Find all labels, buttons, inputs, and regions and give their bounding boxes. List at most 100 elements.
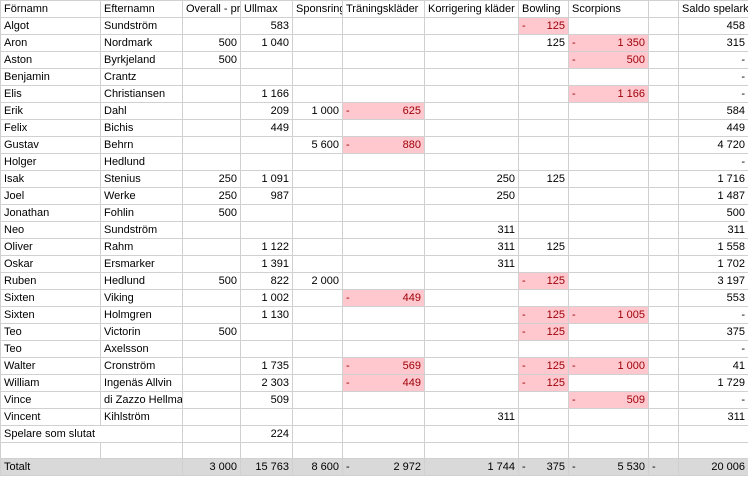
cell-korr: 250 (424, 170, 519, 188)
cell-bowling (518, 136, 569, 154)
table-row[interactable]: Algot Sundström 583 - 125 458 (0, 17, 748, 35)
cell-blank (648, 136, 679, 154)
cell-bowling: 125 (518, 34, 569, 52)
cell-value: 5 530 (617, 461, 645, 473)
cell-fornamn: Elis (0, 85, 101, 103)
table-row[interactable]: Felix Bichis 449 449 (0, 119, 748, 137)
cell-value: 125 (546, 309, 565, 321)
cell-ullmax: 822 (240, 272, 293, 290)
cell-blank (648, 34, 679, 52)
table-row[interactable]: Joel Werke 250 987 250 1 487 (0, 187, 748, 205)
column-header-ullmax[interactable]: Ullmax (240, 0, 293, 18)
table-row[interactable]: Jonathan Fohlin 500 500 (0, 204, 748, 222)
cell-korr (424, 306, 519, 324)
table-row[interactable]: Oliver Rahm 1 122 311 125 1 558 (0, 238, 748, 256)
cell-korr (424, 272, 519, 290)
table-row[interactable]: Benjamin Crantz - (0, 68, 748, 86)
cell-ullmax: 224 (240, 425, 293, 443)
column-header-bowling[interactable]: Bowling (518, 0, 569, 18)
cell-blank (648, 289, 679, 307)
table-row[interactable]: Sixten Holmgren 1 130-125-1 005- (0, 306, 748, 324)
cell-saldo: 315 (678, 34, 748, 52)
column-header-saldo[interactable]: Saldo spelarkonto (678, 0, 748, 18)
minus-sign: - (346, 139, 350, 151)
cell-value: 1 350 (617, 37, 645, 49)
minus-sign: - (522, 309, 526, 321)
summary-row-former-players[interactable]: Spelare som slutat 224 (0, 425, 748, 443)
table-row[interactable]: Teo Victorin 500 - 125 375 (0, 323, 748, 341)
column-header-scorpions[interactable]: Scorpions (568, 0, 649, 18)
cell-ullmax: 583 (240, 17, 293, 35)
minus-sign: - (572, 394, 576, 406)
cell-bowling (518, 153, 569, 171)
cell-saldo: 458 (678, 17, 748, 35)
cell-ullmax: 1 391 (240, 255, 293, 273)
cell-value: 500 (626, 54, 645, 66)
cell-sponsring (292, 306, 343, 324)
cell-scorpions (568, 323, 649, 341)
cell-efternamn: Holmgren (100, 306, 183, 324)
cell-efternamn: Bichis (100, 119, 183, 137)
cell-overall (182, 391, 241, 409)
table-row[interactable]: Erik Dahl 209 1 000- 625 584 (0, 102, 748, 120)
cell-bowling (518, 102, 569, 120)
column-header-blank[interactable] (648, 0, 679, 18)
column-header-korr[interactable]: Korrigering kläder (424, 0, 519, 18)
table-row[interactable]: Neo Sundström 311 311 (0, 221, 748, 239)
table-row[interactable]: Ruben Hedlund 500 822 2 000 - 125 3 197 (0, 272, 748, 290)
cell-korr (424, 119, 519, 137)
cell-saldo: - (678, 85, 748, 103)
column-header-sponsring[interactable]: Sponsring (292, 0, 343, 18)
cell-saldo: 500 (678, 204, 748, 222)
cell-overall: 500 (182, 272, 241, 290)
table-row[interactable]: Aston Byrkjeland 500-500- (0, 51, 748, 69)
table-row[interactable]: Walter Cronström 1 735-569-125-1 000 41 (0, 357, 748, 375)
cell-traning (342, 255, 425, 273)
cell-traning: - 625 (342, 102, 425, 120)
cell-blank (648, 170, 679, 188)
cell-scorpions: - 1 000 (568, 357, 649, 375)
cell-korr (424, 85, 519, 103)
cell-overall (182, 17, 241, 35)
cell-value: 569 (402, 360, 421, 372)
cell-sponsring: 2 000 (292, 272, 343, 290)
table-row[interactable]: Oskar Ersmarker 1 391 311 1 702 (0, 255, 748, 273)
cell-bowling: - 125 (518, 357, 569, 375)
table-row[interactable]: Vince di Zazzo Hellman 509 - 509 - (0, 391, 748, 409)
cell-ullmax (240, 408, 293, 426)
minus-sign: - (346, 377, 350, 389)
table-row[interactable]: Holger Hedlund - (0, 153, 748, 171)
cell-blank (648, 391, 679, 409)
cell-overall: 250 (182, 187, 241, 205)
cell-efternamn: Byrkjeland (100, 51, 183, 69)
cell-blank (648, 221, 679, 239)
table-row[interactable]: Elis Christiansen 1 166 - 1 166 - (0, 85, 748, 103)
cell-saldo: 584 (678, 102, 748, 120)
cell-saldo (678, 425, 748, 443)
table-row[interactable]: Gustav Behrn 5 600- 880 4 720 (0, 136, 748, 154)
cell-sponsring (292, 187, 343, 205)
cell-ullmax: 509 (240, 391, 293, 409)
table-row[interactable]: Teo Axelsson - (0, 340, 748, 358)
cell-traning (342, 85, 425, 103)
table-row[interactable]: Isak Stenius 250 1 091 250 125 1 716 (0, 170, 748, 188)
cell-sponsring (292, 119, 343, 137)
cell-saldo: 1 729 (678, 374, 748, 392)
column-header-fornamn[interactable]: Förnamn (0, 0, 101, 18)
cell-efternamn: Dahl (100, 102, 183, 120)
cell-saldo: - (678, 391, 748, 409)
table-row[interactable]: William Ingenäs Allvin 2 303 - 449 - 125 1 729 (0, 374, 748, 392)
cell-bowling (518, 408, 569, 426)
cell-overall: 500 (182, 323, 241, 341)
column-header-overall[interactable]: Overall - privat betalning (182, 0, 241, 18)
column-header-traning[interactable]: Träningskläder (342, 0, 425, 18)
table-row[interactable]: Aron Nordmark 500 1 040 125- 1 350 315 (0, 34, 748, 52)
totals-korr: 1 744 (424, 458, 519, 476)
cell-overall (182, 374, 241, 392)
column-header-efternamn[interactable]: Efternamn (100, 0, 183, 18)
cell-fornamn: Oskar (0, 255, 101, 273)
table-row[interactable]: Vincent Kihlström 311 311 (0, 408, 748, 426)
table-row[interactable]: Sixten Viking 1 002 - 449 553 (0, 289, 748, 307)
cell-ullmax: 1 091 (240, 170, 293, 188)
cell-saldo: - (678, 68, 748, 86)
